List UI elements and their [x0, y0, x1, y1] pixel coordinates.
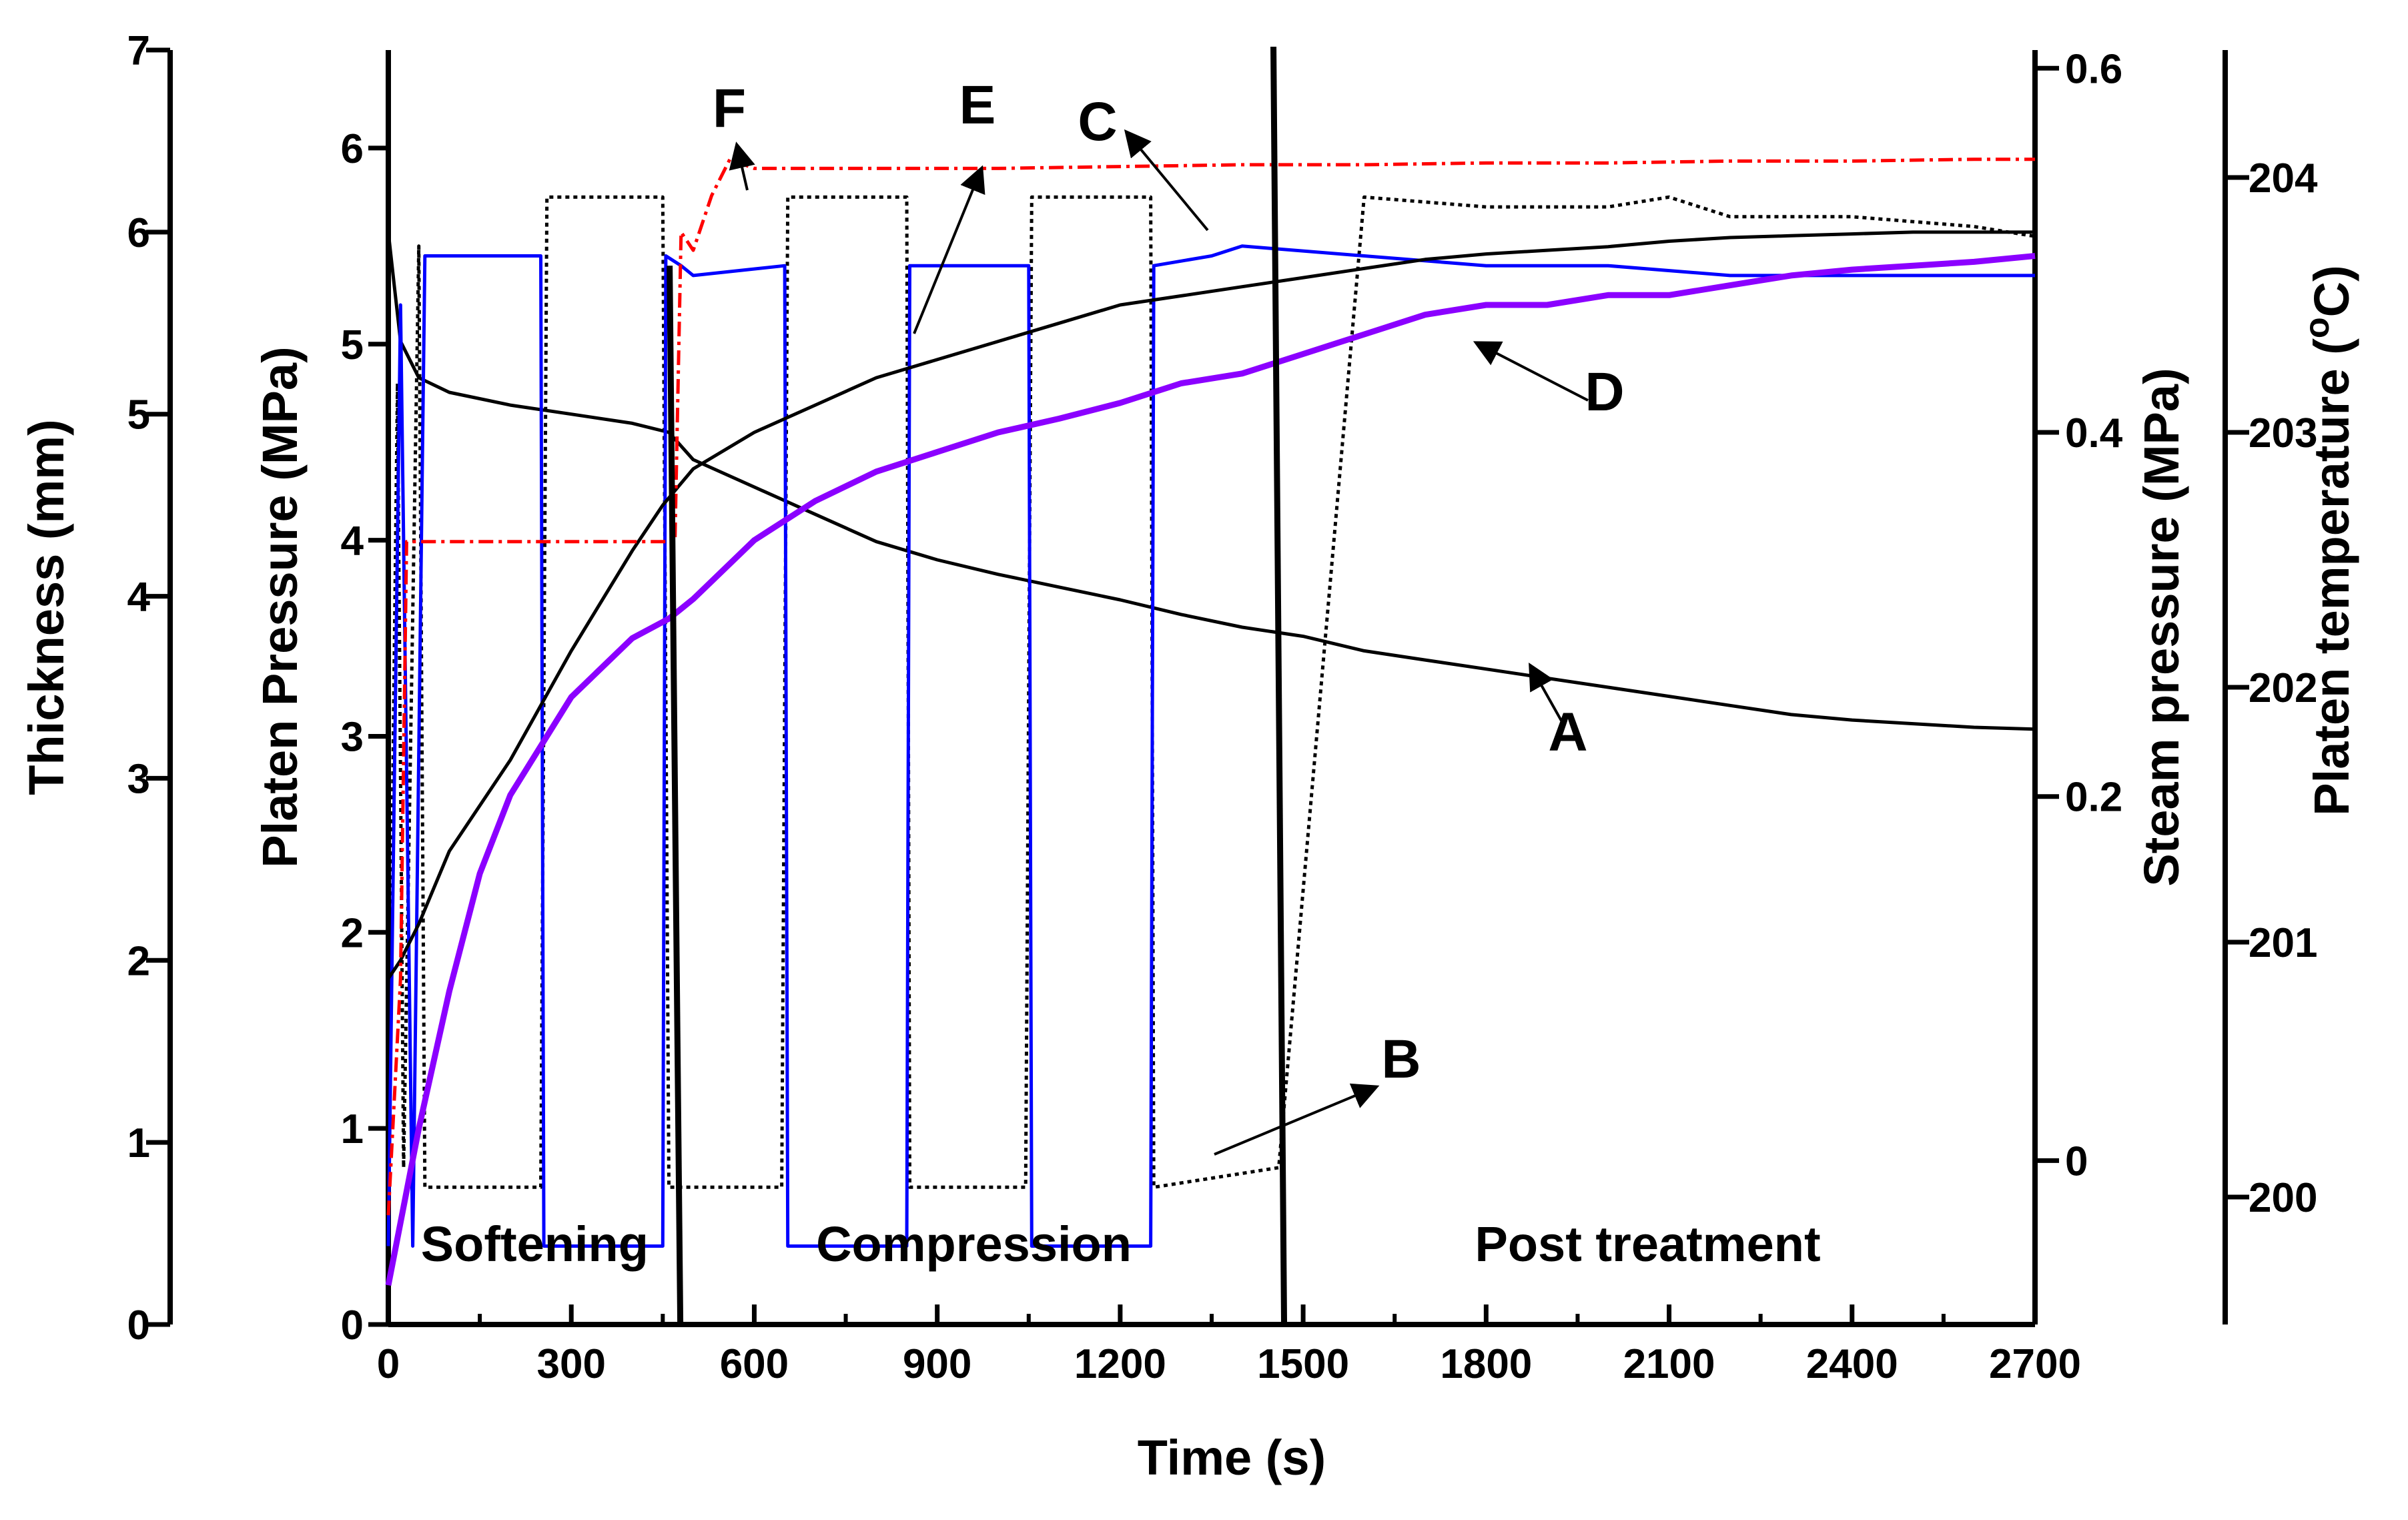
- series-b-line: [386, 195, 2036, 1189]
- phase-label-compression: Compression: [816, 1216, 1132, 1272]
- phase-boundary-line: [1270, 46, 1288, 1325]
- thickness-tick-label: 6: [127, 210, 150, 256]
- steam-pressure-tick-label: 0.6: [2065, 46, 2122, 92]
- x-tick-label: 1800: [1440, 1341, 1532, 1387]
- x-tick-label: 0: [377, 1341, 400, 1387]
- axes-layer: 0 1 2 3 4 5 6 7 Thickness (mm) 0 1 2 3 4 5 6 Platen Pres…: [19, 28, 2359, 1485]
- thickness-tick-label: 4: [127, 575, 151, 621]
- platen-pressure-tick-label: 0: [341, 1302, 364, 1349]
- curve-label-a: A: [1548, 702, 1587, 763]
- x-tick-label: 2400: [1806, 1341, 1898, 1387]
- axis-title-part: Platen temperature (: [2304, 338, 2359, 816]
- thickness-tick-label: 1: [127, 1120, 150, 1166]
- curve-label-b: B: [1381, 1029, 1421, 1090]
- series-a-line: [386, 232, 2036, 731]
- x-tick-label: 1500: [1257, 1341, 1349, 1387]
- x-tick-label: 600: [720, 1341, 789, 1387]
- series-e-line: [386, 230, 2035, 980]
- curve-label-c: C: [1078, 91, 1117, 152]
- platen-pressure-tick-label: 6: [341, 126, 364, 172]
- phase-label-softening: Softening: [421, 1216, 649, 1272]
- x-axis-title: Time (s): [1138, 1430, 1326, 1485]
- callout-arrow-d: [1473, 341, 1589, 402]
- series-f-line: [386, 157, 2035, 1216]
- callout-arrow-c: [1124, 129, 1209, 232]
- platen-temperature-tick-label: 200: [2249, 1175, 2317, 1221]
- platen-temperature-tick-label: 204: [2249, 155, 2318, 202]
- callout-arrow-f: [729, 141, 755, 191]
- thickness-tick-label: 2: [127, 938, 150, 984]
- thickness-tick-label: 3: [127, 756, 150, 802]
- callout-arrow-a: [1529, 663, 1563, 721]
- steam-pressure-tick-label: 0.2: [2065, 775, 2122, 821]
- axis-title-part: C): [2304, 265, 2359, 317]
- thickness-tick-label: 7: [127, 28, 150, 74]
- steam-pressure-axis-title: Steam pressure (MPa): [2134, 368, 2189, 886]
- x-tick-label: 2100: [1623, 1341, 1715, 1387]
- series-layer: [385, 157, 2036, 1286]
- phase-boundary-line: [667, 266, 684, 1325]
- series-d-line: [385, 253, 2036, 1286]
- thickness-axis-title: Thickness (mm): [19, 419, 74, 795]
- series-c-line: [386, 244, 2035, 1248]
- x-tick-label: 2700: [1989, 1341, 2081, 1387]
- curve-label-d: D: [1585, 362, 1624, 422]
- axis-title-superscript: o: [2298, 317, 2337, 338]
- phase-label-post-treatment: Post treatment: [1475, 1216, 1821, 1272]
- callout-arrow-e: [913, 165, 985, 334]
- platen-pressure-tick-label: 1: [341, 1106, 364, 1152]
- platen-pressure-tick-label: 2: [341, 910, 364, 956]
- platen-temperature-tick-label: 202: [2249, 665, 2317, 711]
- steam-pressure-tick-label: 0.4: [2065, 410, 2123, 456]
- platen-temperature-axis-title: Platen temperature (oC): [2298, 265, 2359, 815]
- platen-pressure-tick-label: 3: [341, 714, 364, 760]
- curve-label-f: F: [713, 78, 746, 139]
- platen-temperature-tick-label: 203: [2249, 410, 2317, 456]
- platen-pressure-tick-label: 5: [341, 322, 364, 368]
- platen-pressure-axis-title: Platen Pressure (MPa): [252, 346, 308, 867]
- curve-label-e: E: [959, 75, 996, 135]
- thickness-tick-label: 0: [127, 1302, 150, 1349]
- x-tick-label: 900: [903, 1341, 971, 1387]
- platen-pressure-tick-label: 4: [341, 518, 364, 564]
- steam-pressure-tick-label: 0: [2065, 1138, 2088, 1184]
- callout-arrow-b: [1214, 1083, 1380, 1156]
- thickness-tick-label: 5: [127, 392, 150, 438]
- annotation-layer: Softening Compression Post treatment A B C D E F: [421, 46, 1821, 1325]
- x-tick-label: 300: [536, 1341, 605, 1387]
- platen-temperature-tick-label: 201: [2249, 920, 2317, 966]
- x-tick-label: 1200: [1074, 1341, 1166, 1387]
